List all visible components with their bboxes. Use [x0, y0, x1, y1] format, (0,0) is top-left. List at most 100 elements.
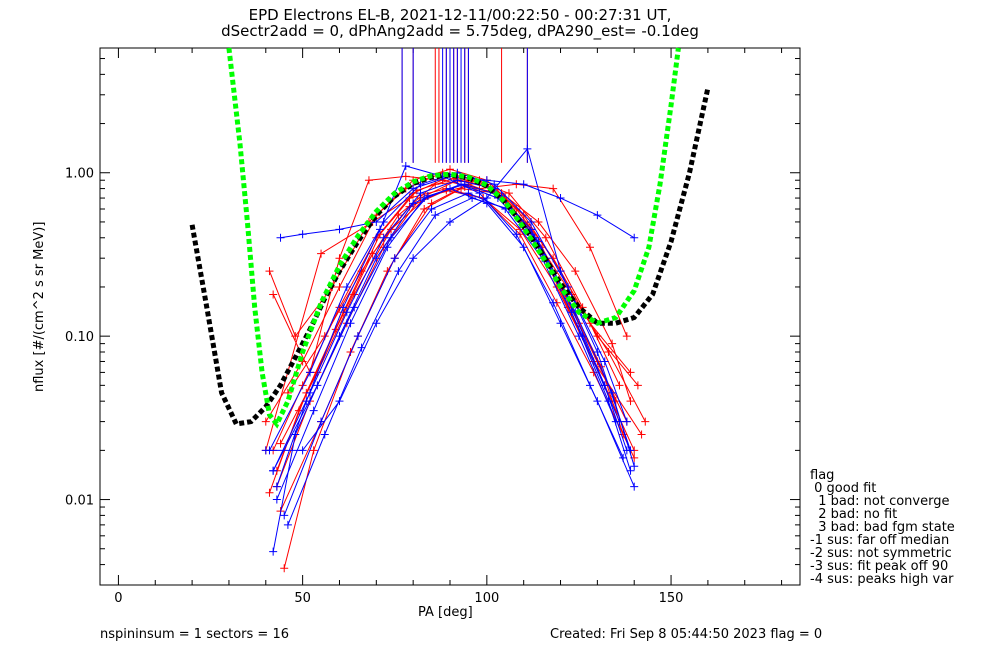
data-point [298, 381, 307, 390]
data-point [541, 233, 550, 242]
data-point [475, 189, 484, 198]
x-tick-label: 50 [294, 591, 311, 606]
data-point [446, 217, 454, 226]
data-point [527, 217, 536, 226]
data-point [283, 520, 292, 529]
data-point [379, 233, 388, 242]
data-point [586, 243, 594, 252]
data-point [512, 180, 521, 189]
data-point [593, 211, 602, 220]
data-point [376, 225, 384, 234]
chart-title-line1: EPD Electrons EL-B, 2021-12-11/00:22:50 … [248, 6, 672, 24]
data-point [353, 332, 362, 341]
data-point [390, 254, 399, 263]
legend-entry: 3 bad: bad fgm state [810, 520, 955, 535]
data-point [578, 332, 587, 341]
series-line [269, 189, 635, 493]
data-point [556, 319, 565, 328]
data-point [534, 217, 543, 226]
data-point [401, 172, 410, 181]
legend-entry: 2 bad: no fit [810, 507, 898, 522]
data-point [641, 417, 650, 426]
data-point [265, 488, 274, 497]
data-point [460, 180, 469, 189]
axes: 0 50 100 150 0.01 0.10 1.00 [65, 48, 800, 606]
legend-entry: -1 sus: far off median [810, 533, 950, 548]
y-tick-label: 0.01 [65, 494, 94, 509]
data-point [604, 347, 613, 356]
data-point [630, 233, 639, 242]
data-point [280, 564, 289, 573]
series-line [272, 188, 635, 552]
series-line [287, 197, 620, 526]
data-point [519, 180, 528, 189]
data-point [280, 511, 289, 520]
data-point [309, 406, 318, 415]
data-point [309, 446, 318, 455]
fit-curves [189, 47, 711, 429]
data-point [272, 482, 281, 491]
data-point [409, 199, 418, 208]
data-point [276, 233, 285, 242]
data-point [420, 204, 429, 213]
data-point [615, 417, 624, 426]
data-point [357, 343, 366, 352]
data-point [586, 381, 594, 390]
data-point [416, 189, 425, 198]
data-series [261, 144, 650, 573]
vertical-lines [401, 48, 528, 163]
data-point [346, 347, 355, 356]
data-point [276, 439, 285, 448]
data-point [626, 397, 635, 406]
data-point [523, 144, 532, 153]
series-line [276, 165, 624, 487]
data-point [409, 254, 418, 263]
data-point [339, 303, 348, 312]
series-line [272, 175, 628, 374]
data-point [423, 192, 432, 201]
data-point [630, 482, 639, 491]
x-axis-label: PA [deg] [418, 605, 473, 620]
legend-entry: -4 sus: peaks high var [810, 572, 954, 587]
green-fit-curve [226, 47, 681, 429]
data-point [261, 446, 270, 455]
y-tick-label: 0.10 [65, 330, 94, 345]
data-point [630, 462, 639, 471]
data-point [622, 417, 631, 426]
data-point [464, 189, 473, 198]
data-point [549, 184, 558, 193]
data-point [350, 303, 359, 312]
data-point [272, 495, 281, 504]
data-point [342, 308, 351, 317]
data-point [615, 381, 624, 390]
data-point [556, 267, 565, 276]
x-tick-label: 150 [659, 591, 684, 606]
data-point [335, 254, 344, 263]
series-line [283, 188, 646, 569]
series-line [265, 188, 643, 451]
data-point [608, 388, 617, 397]
footer-left: nspininsum = 1 sectors = 16 [100, 627, 289, 642]
footer-right: Created: Fri Sep 8 05:44:50 2023 flag = … [550, 627, 823, 642]
data-point [504, 189, 513, 198]
data-point [261, 417, 270, 426]
data-point [320, 430, 329, 439]
data-point [298, 230, 307, 239]
series-line [283, 192, 617, 516]
data-point [549, 298, 558, 307]
data-point [619, 453, 628, 462]
data-point [335, 225, 344, 234]
legend-entry: 0 good fit [810, 481, 877, 496]
data-point [593, 347, 602, 356]
legend-entry: -3 sus: fit peak off 90 [810, 559, 949, 574]
data-point [387, 233, 396, 242]
data-point [394, 211, 403, 220]
data-point [556, 194, 565, 203]
data-point [342, 282, 351, 291]
data-point [335, 282, 344, 291]
data-point [401, 161, 410, 170]
legend-entry: -2 sus: not symmetric [810, 546, 952, 561]
y-axis-label: nflux [#/(cm^2 s sr MeV)] [32, 221, 47, 392]
data-point [265, 267, 274, 276]
